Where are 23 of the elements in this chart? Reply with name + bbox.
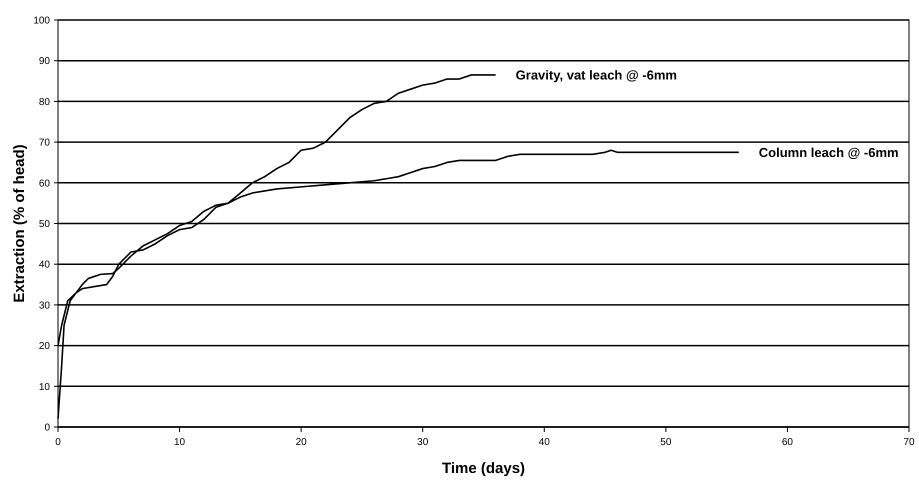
series-label: Gravity, vat leach @ -6mm	[516, 67, 677, 82]
x-tick-label: 40	[538, 437, 550, 448]
y-tick-label: 10	[38, 382, 50, 393]
y-tick-label: 70	[38, 138, 50, 149]
x-axis-title: Time (days)	[442, 460, 526, 477]
x-tick-label: 70	[903, 437, 915, 448]
y-axis-title: Extraction (% of head)	[11, 144, 28, 303]
y-tick-label: 40	[38, 260, 50, 271]
y-tick-label: 100	[33, 16, 50, 26]
y-tick-label: 30	[38, 300, 50, 312]
y-tick-label: 0	[44, 422, 50, 434]
x-tick-label: 50	[660, 437, 672, 448]
x-tick-label: 60	[782, 437, 794, 448]
x-tick-label: 30	[417, 437, 429, 448]
x-tick-label: 10	[174, 437, 186, 448]
y-tick-label: 50	[38, 219, 50, 230]
x-tick-label: 20	[296, 437, 308, 448]
x-tick-label: 0	[55, 437, 62, 448]
y-tick-label: 80	[38, 96, 50, 108]
y-tick-label: 60	[38, 178, 50, 190]
series-label: Column leach @ -6mm	[758, 144, 899, 160]
y-tick-label: 20	[38, 341, 50, 352]
y-tick-label: 90	[38, 56, 50, 68]
